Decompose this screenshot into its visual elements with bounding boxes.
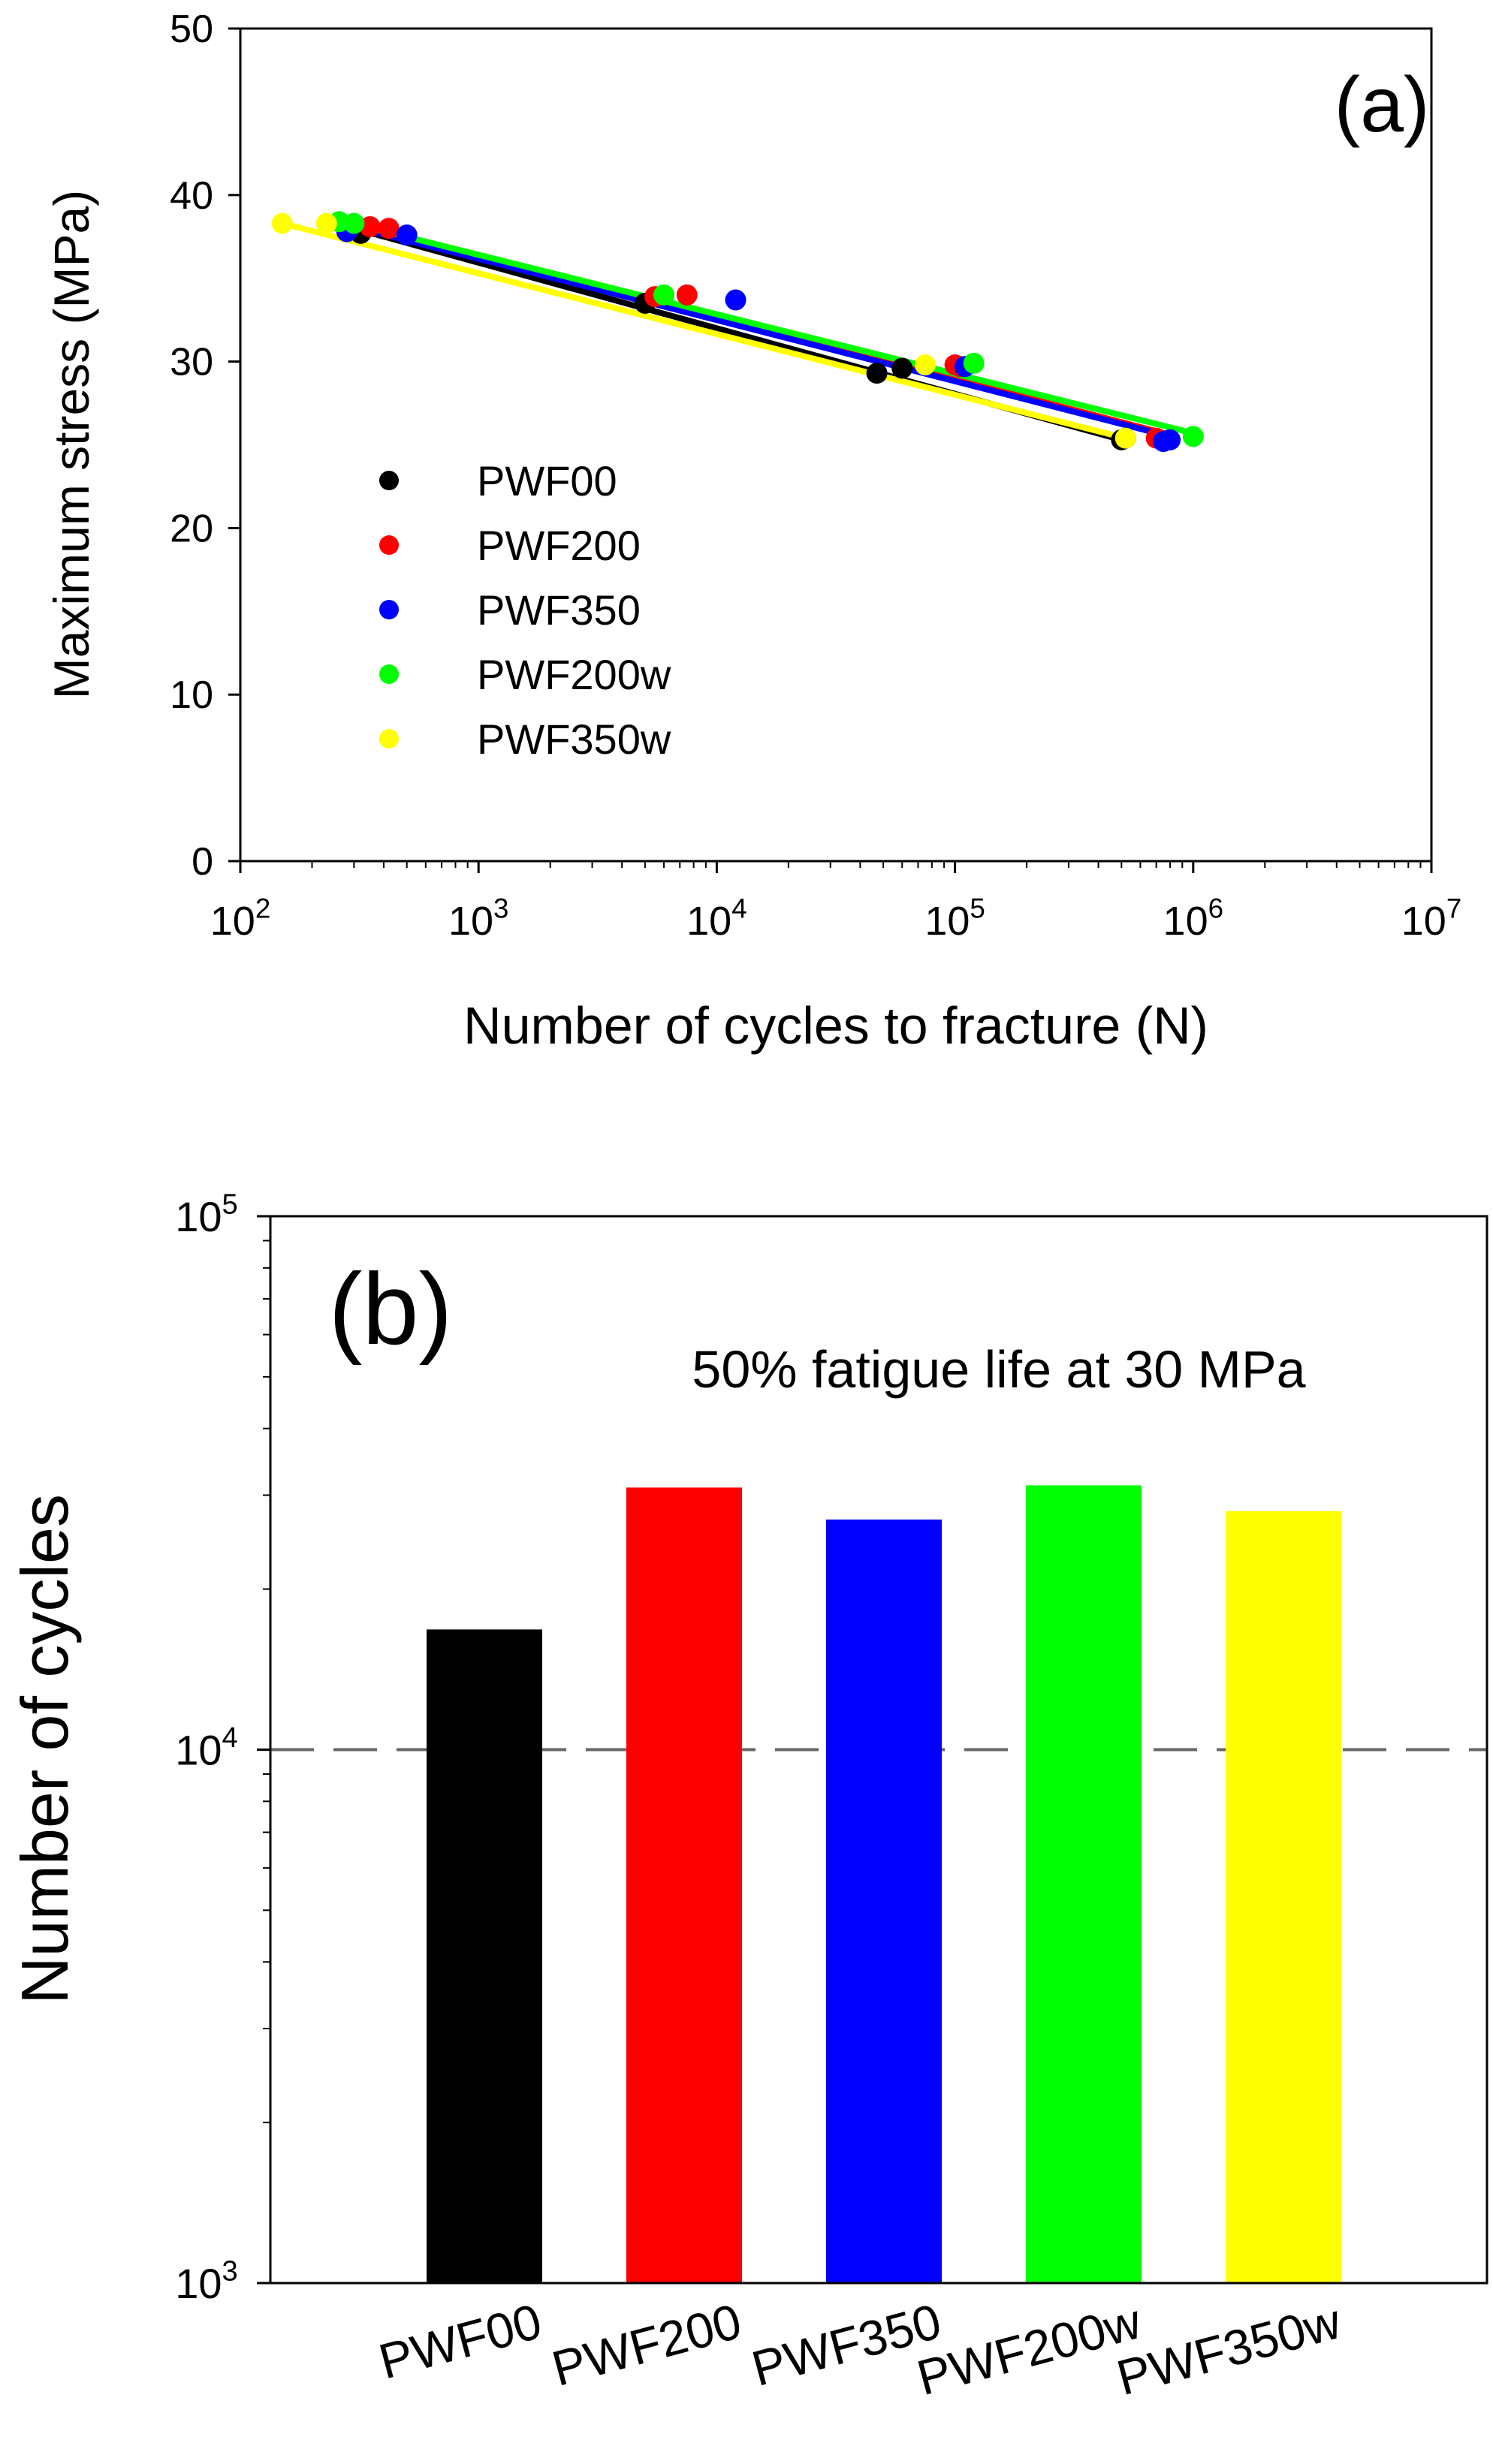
data-point-pwf200w [1182, 426, 1204, 447]
data-point-pwf350w [271, 212, 293, 234]
y-tick-label: 20 [170, 507, 213, 550]
category-label-pwf200: PWF200 [546, 2293, 746, 2396]
fit-line-pwf350w [279, 220, 1129, 441]
fit-lines [279, 217, 1196, 443]
bar-pwf00 [427, 1629, 542, 2283]
bar-pwf350w [1226, 1511, 1341, 2283]
data-point-pwf00 [891, 357, 913, 379]
y-tick-label: 30 [170, 341, 213, 384]
fit-line-pwf200w [336, 217, 1196, 436]
legend-label-pwf200w: PWF200w [477, 651, 671, 698]
data-point-pwf200 [676, 284, 698, 306]
y-axis-ticks-b: 103 104 105 [175, 1188, 270, 2307]
legend-marker-pwf200 [379, 535, 399, 555]
bars [427, 1485, 1341, 2283]
bar-pwf350 [826, 1520, 942, 2283]
legend-label-pwf200: PWF200 [477, 522, 641, 569]
category-label-pwf350w: PWF350w [1111, 2293, 1347, 2405]
data-point-pwf200 [359, 215, 381, 237]
x-axis-title: Number of cycles to fracture (N) [463, 996, 1208, 1055]
x-tick-label: 107 [1401, 893, 1462, 944]
y-tick-label-b: 103 [175, 2255, 237, 2307]
x-tick-label: 104 [686, 893, 747, 944]
data-point-pwf200w [343, 212, 365, 234]
category-label-pwf00: PWF00 [373, 2293, 547, 2389]
data-point-pwf350w [315, 212, 337, 234]
y-axis-title-b: Number of cycles [8, 1494, 82, 2005]
data-point-pwf200 [378, 218, 400, 239]
x-tick-label: 105 [924, 893, 985, 944]
legend-label-pwf00: PWF00 [477, 457, 617, 505]
x-tick-label: 103 [448, 893, 509, 944]
legend-marker-pwf00 [379, 471, 399, 490]
panel-b: 103 104 105 PWF00PWF200PWF350PWF200wPWF350… [8, 1188, 1488, 2405]
legend-label-pwf350w: PWF350w [477, 715, 671, 763]
data-point-pwf200w [963, 352, 985, 374]
data-points [271, 211, 1204, 453]
y-tick-label: 0 [192, 840, 213, 884]
y-tick-label: 10 [170, 673, 213, 717]
data-point-pwf350 [1160, 429, 1181, 450]
y-tick-label-b: 105 [175, 1188, 237, 1240]
data-point-pwf350w [1114, 427, 1136, 449]
data-point-pwf00 [866, 363, 888, 384]
bar-pwf200 [626, 1487, 742, 2283]
fit-line-pwf350 [343, 221, 1174, 440]
bar-pwf200w [1026, 1485, 1142, 2283]
legend-marker-pwf350 [379, 600, 399, 619]
panel-label-a: (a) [1334, 62, 1429, 149]
y-axis-ticks: 0 10 20 30 40 50 [170, 8, 240, 884]
panel-a: 0 10 20 30 40 50 102 103 104 105 106 107 (a) Numbe… [44, 8, 1461, 1055]
y-tick-label-b: 104 [175, 1722, 237, 1774]
category-label-pwf350: PWF350 [746, 2293, 946, 2396]
legend-label-pwf350: PWF350 [477, 586, 641, 634]
data-point-pwf350w [914, 354, 936, 376]
annotation-text: 50% fatigue life at 30 MPa [692, 1340, 1305, 1399]
x-tick-label: 102 [210, 893, 271, 944]
y-tick-label: 40 [170, 174, 213, 218]
legend: PWF00 PWF200 PWF350 PWF200w PWF350w [379, 457, 671, 763]
x-axis-ticks: 102 103 104 105 106 107 [210, 861, 1462, 944]
data-point-pwf350 [396, 224, 418, 246]
y-axis-title: Maximum stress (MPa) [44, 190, 99, 699]
plot-frame-a [239, 27, 1433, 863]
data-point-pwf200w [653, 284, 675, 306]
panel-label-b: (b) [329, 1252, 453, 1366]
x-tick-label: 106 [1163, 893, 1224, 944]
data-point-pwf350 [725, 289, 746, 311]
category-label-pwf200w: PWF200w [911, 2293, 1147, 2405]
y-tick-label: 50 [170, 8, 213, 51]
legend-marker-pwf200w [379, 664, 399, 684]
legend-marker-pwf350w [379, 729, 399, 749]
